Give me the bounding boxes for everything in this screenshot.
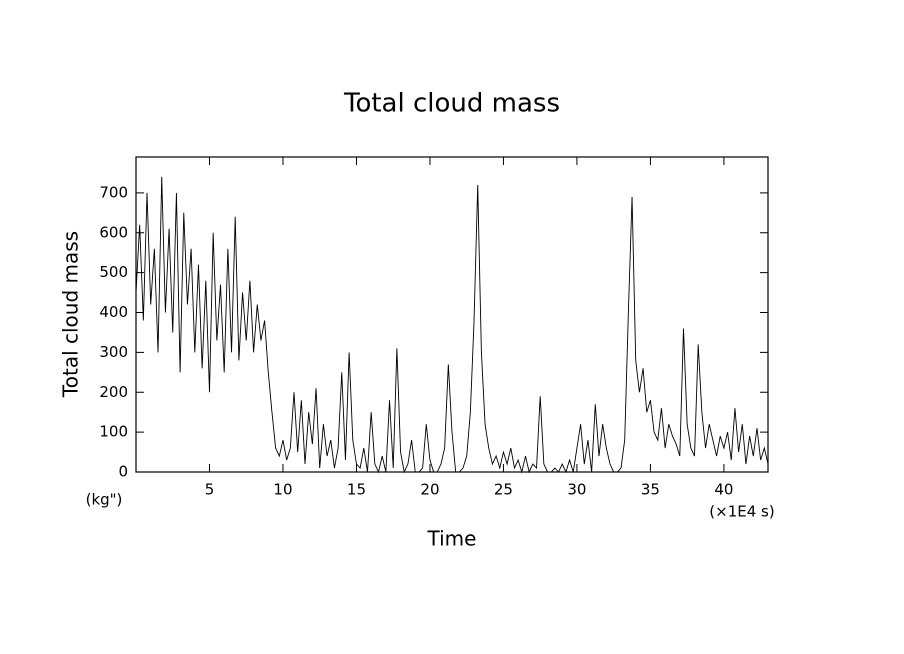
y-tick-label: 600 [99,223,128,241]
x-tick-label: 10 [273,481,292,499]
x-tick-label: 15 [347,481,366,499]
x-tick-label: 40 [714,481,733,499]
chart-title: Total cloud mass [343,89,560,119]
y-tick-label: 100 [99,423,128,441]
y-tick-label: 700 [99,183,128,201]
x-unit: (×1E4 s) [709,503,774,521]
data-line [135,176,769,474]
x-tick-label: 20 [420,481,439,499]
plot-frame [135,156,769,473]
y-unit: (kg") [86,491,123,509]
y-tick-label: 400 [99,303,128,321]
y-axis-label: Total cloud mass [59,231,83,398]
y-tick-label: 300 [99,343,128,361]
x-tick-label: 25 [494,481,513,499]
x-axis-label: Time [427,527,477,551]
y-tick-label: 0 [118,463,128,481]
x-tick-label: 30 [567,481,586,499]
y-tick-label: 200 [99,383,128,401]
x-tick-label: 5 [205,481,215,499]
x-tick-label: 35 [641,481,660,499]
y-tick-label: 500 [99,263,128,281]
